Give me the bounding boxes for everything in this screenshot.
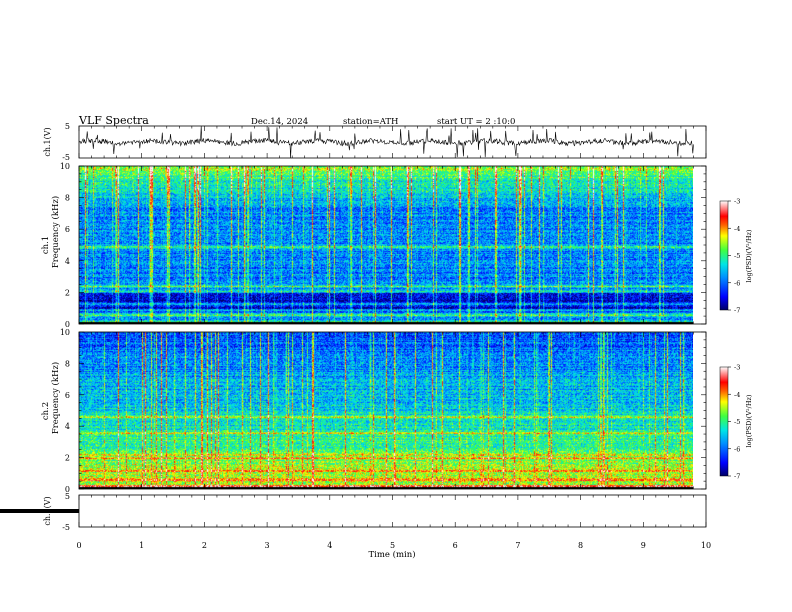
ch1-ytick-top: 5: [65, 122, 70, 131]
ch2-freq-ytick-label-0: 0: [65, 485, 70, 494]
ch1-colorbar-gradient: [719, 200, 729, 311]
ch2-colorbar-tick-label--4: -4: [734, 391, 740, 399]
time-tick-label-6: 6: [453, 541, 458, 550]
ch1-waveform-ylabel: ch.1(V): [43, 127, 52, 156]
ch1-spectrogram-x-ticks: [78, 166, 707, 324]
ch2-frequency-y-ticks: 0 2 4 6 8 10: [60, 328, 706, 494]
ch2-freq-ytick-label-2: 2: [65, 454, 70, 463]
time-tick-label-9: 9: [641, 541, 646, 550]
ch2-colorbar: -3 -4 -5 -6 -7 log(PSD)(V²/Hz): [719, 364, 753, 481]
header: VLF Spectra Dec.14, 2024 station=ATH sta…: [78, 114, 515, 127]
ch3-waveform-x-ticks: [78, 495, 707, 527]
ch1-spectrogram-image-wrap: [79, 166, 693, 324]
ch1-frequency-ylabel: Frequency (kHz): [50, 196, 61, 268]
ch1-ytick-bottom: -5: [62, 153, 70, 162]
time-tick-label-8: 8: [578, 541, 583, 550]
ch1-colorbar-tick-label--7: -7: [734, 307, 740, 315]
ch2-spectrogram-image-wrap: [79, 332, 693, 489]
ch1-colorbar-tick-label--5: -5: [734, 252, 740, 260]
ch2-freq-ytick-label-4: 4: [65, 422, 70, 431]
time-tick-label-2: 2: [202, 541, 207, 550]
ch2-spectrogram-x-ticks: [78, 332, 707, 489]
ch1-colorbar-tick-label--4: -4: [734, 225, 740, 233]
ch1-colorbar-tick-label--6: -6: [734, 279, 740, 287]
time-tick-label-5: 5: [390, 541, 395, 550]
ch2-colorbar-label: log(PSD)(V²/Hz): [745, 394, 753, 447]
ch3-ytick-top: 5: [65, 492, 70, 501]
ch1-freq-ytick-label-8: 8: [65, 194, 70, 203]
ch1-spectrogram-panel: 0 2 4 6 8 10 ch.1 Frequency (kHz): [41, 162, 707, 329]
ch1-channel-label: ch.1: [41, 236, 51, 254]
ch3-waveform-frame: [78, 494, 707, 528]
ch2-colorbar-gradient: [719, 366, 729, 477]
ch2-freq-ytick-label-10: 10: [60, 328, 70, 337]
time-tick-label-7: 7: [515, 541, 520, 550]
ch2-colorbar-tick-label--7: -7: [734, 473, 740, 481]
ch1-freq-ytick-label-0: 0: [65, 320, 70, 329]
ch1-colorbar-ticks: -3 -4 -5 -6 -7: [728, 198, 740, 315]
ch1-frequency-y-ticks: 0 2 4 6 8 10: [60, 162, 706, 329]
ch1-freq-ytick-label-4: 4: [65, 257, 70, 266]
ch1-colorbar-label: log(PSD)(V²/Hz): [745, 229, 753, 282]
ch1-freq-ytick-label-2: 2: [65, 288, 70, 297]
ch3-waveform-panel: 5 -5 ch.3(V) 0 1 2 3 4 5 6 7 8 9 10 Time (min): [0, 492, 711, 560]
time-tick-label-3: 3: [265, 541, 270, 550]
date-label: Dec.14, 2024: [251, 117, 308, 127]
ch2-colorbar-tick-label--5: -5: [734, 418, 740, 426]
ch1-waveform-x-ticks: [78, 126, 707, 158]
ch3-waveform-ylabel: ch.3(V): [43, 496, 52, 525]
time-tick-label-1: 1: [139, 541, 144, 550]
ch1-freq-ytick-label-6: 6: [65, 225, 70, 234]
ch1-spectrogram-image: [79, 166, 693, 324]
ch2-channel-label: ch.2: [41, 402, 51, 420]
ch2-colorbar-tick-label--3: -3: [734, 364, 740, 372]
ch3-ytick-bottom: -5: [62, 523, 70, 532]
ch2-freq-ytick-label-8: 8: [65, 359, 70, 368]
ch2-frequency-ylabel: Frequency (kHz): [50, 362, 61, 434]
ch2-spectrogram-image: [79, 332, 693, 489]
ch1-waveform-panel: 5 -5 ch.1(V): [43, 122, 707, 162]
time-tick-label-10: 10: [701, 541, 711, 550]
ch2-spectrogram-panel: 0 2 4 6 8 10 ch.2 Frequency (kHz): [41, 328, 707, 494]
ch2-colorbar-ticks: -3 -4 -5 -6 -7: [728, 364, 740, 481]
time-axis-tick-labels: 0 1 2 3 4 5 6 7 8 9 10: [76, 541, 711, 550]
time-axis-label: Time (min): [368, 549, 415, 560]
ch2-colorbar-tick-label--6: -6: [734, 445, 740, 453]
ch1-colorbar-tick-label--3: -3: [734, 198, 740, 206]
ch1-colorbar: -3 -4 -5 -6 -7 log(PSD)(V²/Hz): [719, 198, 753, 315]
time-tick-label-0: 0: [76, 541, 81, 550]
start-time-label: start UT = 2 :10:0: [437, 117, 515, 127]
station-label: station=ATH: [343, 117, 398, 127]
time-tick-label-4: 4: [327, 541, 332, 550]
ch1-waveform-trace: [78, 126, 694, 159]
ch1-freq-ytick-label-10: 10: [60, 162, 70, 171]
ch2-freq-ytick-label-6: 6: [65, 391, 70, 400]
figure-title: VLF Spectra: [78, 114, 149, 127]
